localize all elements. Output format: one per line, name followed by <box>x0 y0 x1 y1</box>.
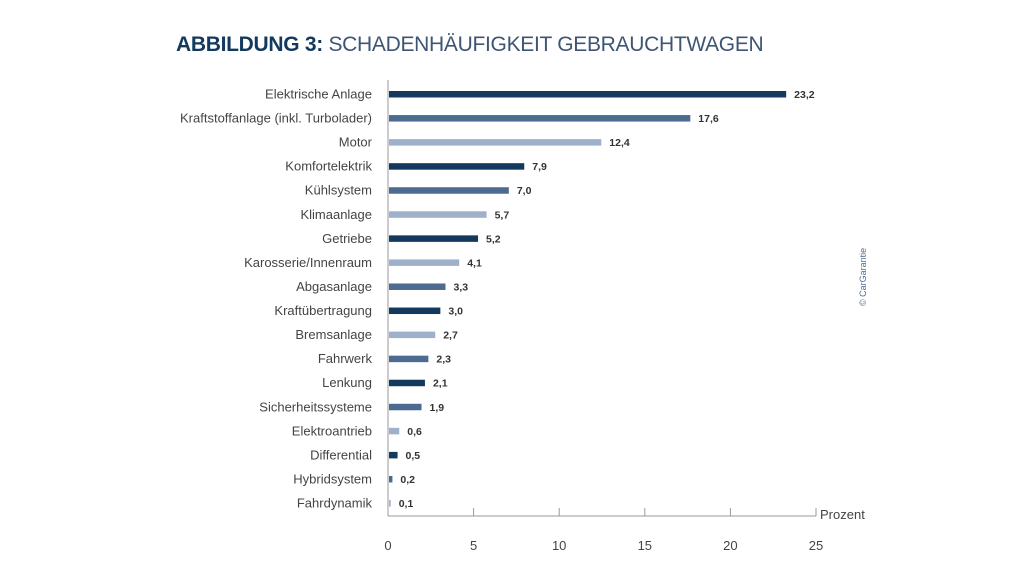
data-label: 4,1 <box>467 257 482 269</box>
category-label: Kraftübertragung <box>274 303 372 318</box>
bar <box>389 355 429 363</box>
bar <box>389 307 441 315</box>
data-label: 5,7 <box>495 209 510 221</box>
bar <box>389 379 425 387</box>
data-label: 5,2 <box>486 233 501 245</box>
data-label: 3,0 <box>448 306 463 318</box>
data-label: 17,6 <box>698 113 719 125</box>
category-label: Getriebe <box>322 231 372 246</box>
bar <box>389 259 460 266</box>
x-tick-label: 25 <box>809 538 823 553</box>
category-label: Lenkung <box>322 375 372 390</box>
category-label: Karosserie/Innenraum <box>244 255 372 270</box>
data-label: 0,2 <box>400 474 415 486</box>
x-tick-label: 20 <box>723 538 737 553</box>
category-label: Hybridsystem <box>293 471 372 486</box>
bar <box>389 235 479 242</box>
bar <box>389 187 509 194</box>
category-label: Komfortelektrik <box>285 159 372 174</box>
data-label: 0,5 <box>406 450 421 462</box>
category-label: Klimaanlage <box>300 207 372 222</box>
category-label: Elektroantrieb <box>292 423 372 438</box>
data-label: 0,1 <box>399 498 414 510</box>
bar <box>389 475 393 483</box>
data-label: 7,0 <box>517 185 532 197</box>
bar <box>389 403 422 411</box>
data-label: 1,9 <box>430 402 445 414</box>
x-tick-label: 10 <box>552 538 566 553</box>
category-label: Fahrwerk <box>318 351 373 366</box>
category-label: Differential <box>310 447 372 462</box>
data-label: 3,3 <box>453 281 468 293</box>
bar <box>389 451 398 459</box>
data-label: 0,6 <box>407 426 422 438</box>
category-label: Bremsanlage <box>295 327 372 342</box>
bar <box>389 211 487 218</box>
data-label: 2,3 <box>436 354 451 366</box>
x-tick-label: 15 <box>638 538 652 553</box>
data-label: 2,7 <box>443 330 458 342</box>
category-label: Fahrdynamik <box>297 496 373 511</box>
category-label: Motor <box>339 135 373 150</box>
chart-title-text: SCHADENHÄUFIGKEIT GEBRAUCHTWAGEN <box>328 33 764 56</box>
x-tick-label: 5 <box>470 538 477 553</box>
data-label: 12,4 <box>609 137 630 149</box>
bar <box>389 115 691 122</box>
bar <box>389 91 787 98</box>
category-label: Abgasanlage <box>296 279 372 294</box>
chart-title: ABBILDUNG 3: SCHADENHÄUFIGKEIT GEBRAUCHT… <box>176 33 764 57</box>
bar <box>389 163 525 170</box>
x-axis-label: Prozent <box>820 507 865 522</box>
category-label: Elektrische Anlage <box>265 87 372 102</box>
bar <box>389 331 436 339</box>
bar <box>389 139 602 146</box>
data-label: 23,2 <box>794 89 815 101</box>
category-label: Kühlsystem <box>305 183 372 198</box>
category-label: Sicherheitssysteme <box>259 399 372 414</box>
chart-title-bold: ABBILDUNG 3: <box>176 33 323 56</box>
bar <box>389 500 391 507</box>
data-label: 7,9 <box>532 161 547 173</box>
x-tick-label: 0 <box>384 538 391 553</box>
bar <box>389 427 400 435</box>
category-label: Kraftstoffanlage (inkl. Turbolader) <box>180 111 372 126</box>
bar <box>389 283 446 290</box>
data-label: 2,1 <box>433 378 448 390</box>
copyright-notice: © CarGarantie <box>858 248 868 306</box>
